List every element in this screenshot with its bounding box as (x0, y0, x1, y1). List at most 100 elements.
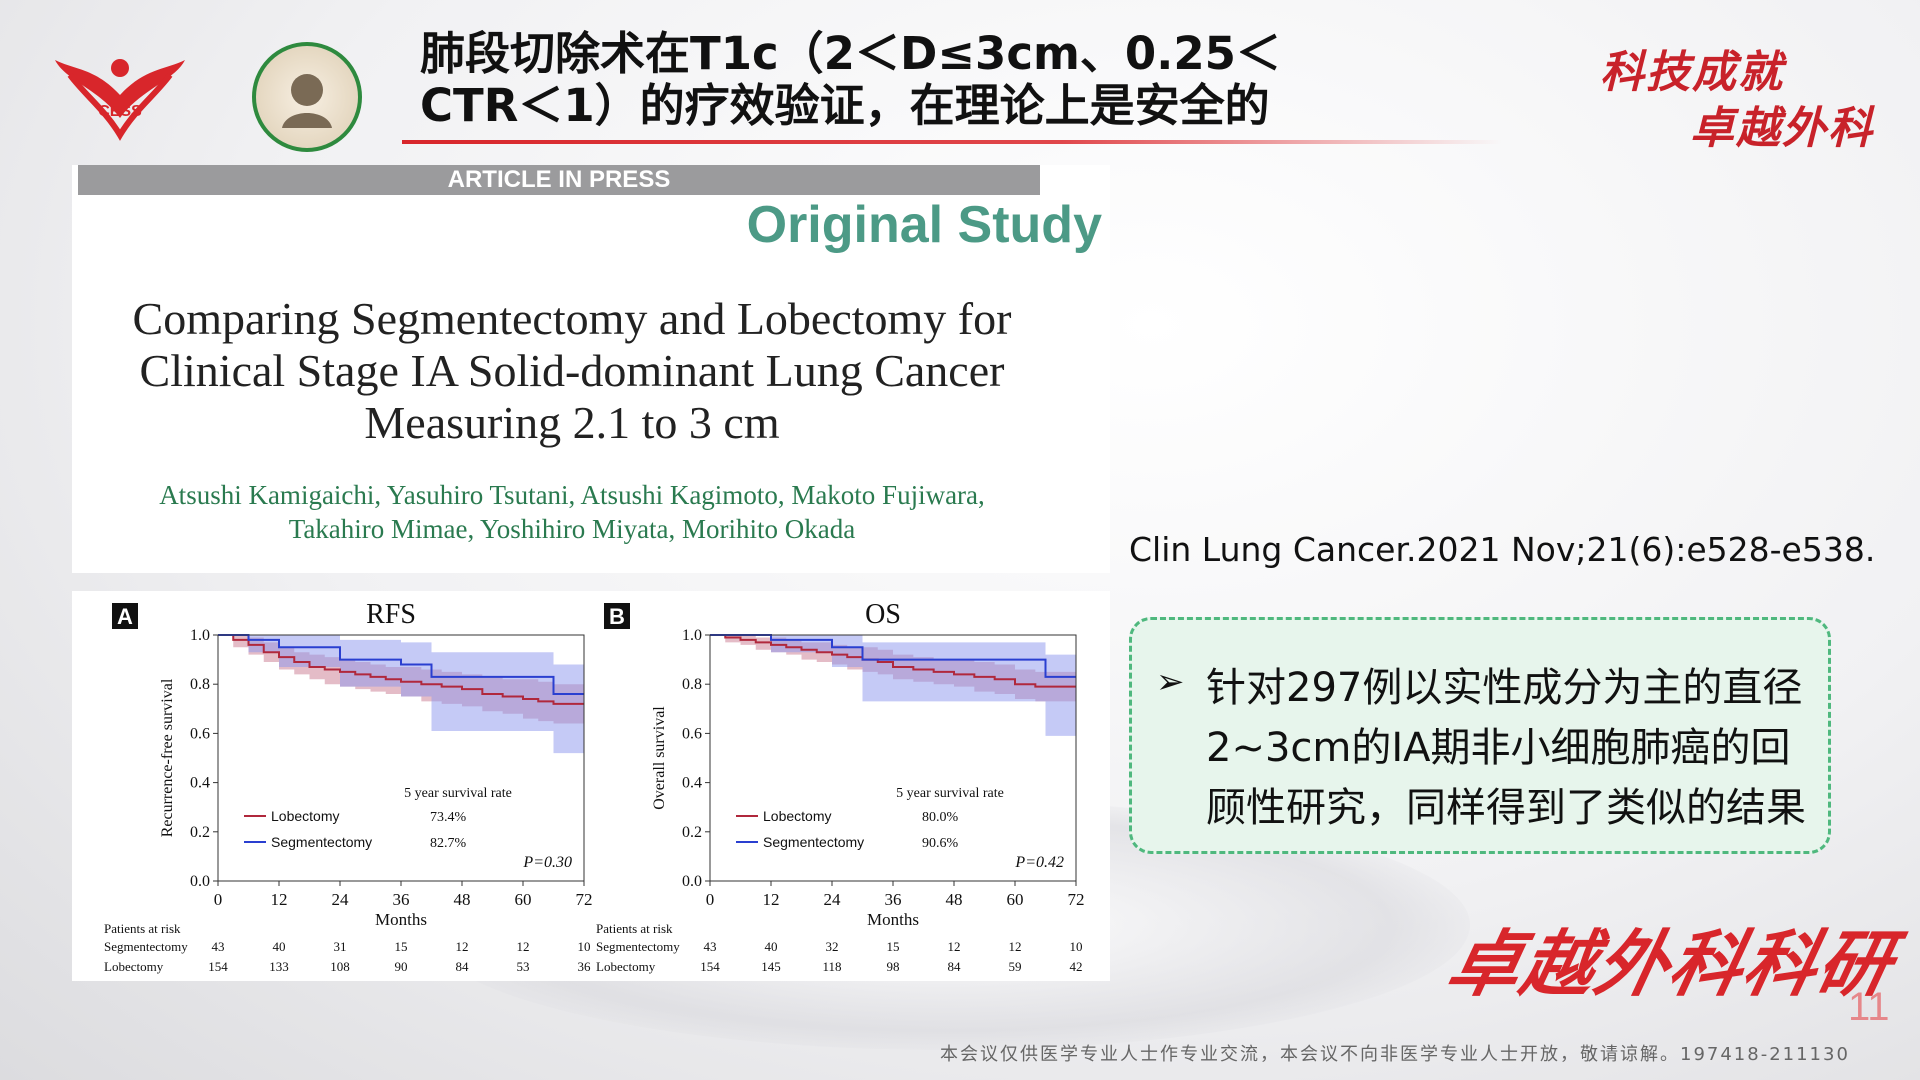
km-line-lobectomy (218, 634, 584, 705)
legend-rate: 90.6% (922, 836, 959, 851)
km-line-segmentectomy (218, 634, 584, 696)
slide-title-line-1: 肺段切除术在T1c（2＜D≤3cm、0.25＜ (420, 27, 1281, 80)
summary-callout: ➢ 针对297例以实性成分为主的直径 2~3cm的IA期非小细胞肺癌的回 顾性研… (1129, 617, 1831, 854)
risk-row-label: Segmentectomy (104, 939, 188, 954)
km-line-segmentectomy (710, 634, 1076, 678)
ci-band-segmentectomy (710, 635, 1076, 736)
risk-cell: 145 (761, 959, 781, 974)
risk-cell: 154 (208, 959, 228, 974)
risk-cell: 31 (334, 939, 347, 954)
article-title-line: Comparing Segmentectomy and Lobectomy fo… (132, 293, 1012, 344)
callout-text: 针对297例以实性成分为主的直径 2~3cm的IA期非小细胞肺癌的回 顾性研究，… (1206, 658, 1806, 838)
x-tick-label: 24 (824, 890, 842, 909)
x-tick-label: 12 (763, 890, 780, 909)
y-axis-label: Overall survival (651, 706, 668, 810)
p-value: P=0.42 (1014, 854, 1064, 871)
x-tick-label: 48 (454, 890, 471, 909)
x-tick-label: 36 (393, 890, 410, 909)
arrow-bullet-icon: ➢ (1156, 663, 1185, 701)
legend-title: 5 year survival rate (404, 786, 512, 801)
risk-cell: 10 (1070, 939, 1083, 954)
slide-title-line-2: CTR＜1）的疗效验证，在理论上是安全的 (420, 79, 1270, 132)
risk-row-label: Segmentectomy (596, 939, 680, 954)
km-figure: A RFS 0.0 0.2 0.4 0.6 0.8 1.0 0 12 24 36 48 60 72 Month… (72, 591, 1110, 981)
callout-line: 针对297例以实性成分为主的直径 (1206, 665, 1803, 711)
legend-label: Segmentectomy (271, 834, 372, 850)
panel-letter-box (112, 603, 138, 629)
original-study-label: Original Study (746, 196, 1102, 254)
article-authors: Atsushi Kamigaichi, Yasuhiro Tsutani, At… (72, 478, 1072, 546)
risk-cell: 43 (704, 939, 717, 954)
y-tick-label: 0.0 (682, 873, 702, 890)
y-tick-label: 0.0 (190, 873, 210, 890)
article-title-line: Measuring 2.1 to 3 cm (364, 397, 780, 448)
slogan: 科技成就 卓越外科 (1600, 36, 1880, 156)
y-axis-label: Recurrence-free survival (159, 678, 176, 837)
legend-rate: 82.7% (430, 836, 467, 851)
article-title: Comparing Segmentectomy and Lobectomy fo… (72, 293, 1072, 449)
article-title-line: Clinical Stage IA Solid-dominant Lung Ca… (139, 345, 1005, 396)
risk-cell: 133 (269, 959, 289, 974)
risk-cell: 10 (578, 939, 591, 954)
foundation-seal-logo (252, 42, 374, 152)
panel-letter-box (604, 603, 630, 629)
x-tick-label: 0 (706, 890, 715, 909)
article-in-press-banner: ARTICLE IN PRESS (78, 165, 1040, 195)
x-tick-label: 60 (515, 890, 532, 909)
panel-letter: B (609, 604, 625, 629)
risk-cell: 90 (395, 959, 408, 974)
legend-label: Segmentectomy (763, 834, 864, 850)
x-axis-label: Months (867, 910, 919, 929)
x-tick-label: 72 (1068, 890, 1085, 909)
slogan-line-1: 科技成就 (1600, 47, 1784, 98)
risk-cell: 154 (700, 959, 720, 974)
y-tick-label: 1.0 (190, 627, 210, 644)
risk-cell: 42 (1070, 959, 1083, 974)
risk-cell: 40 (765, 939, 778, 954)
chart-title: RFS (366, 599, 416, 630)
callout-line: 2~3cm的IA期非小细胞肺癌的回 (1206, 725, 1791, 771)
footer-disclaimer: 本会议仅供医学专业人士作专业交流，本会议不向非医学专业人士开放，敬请谅解。197… (940, 1044, 1850, 1065)
authors-line: Atsushi Kamigaichi, Yasuhiro Tsutani, At… (159, 480, 985, 510)
y-tick-label: 0.8 (190, 676, 210, 693)
p-value: P=0.30 (522, 854, 572, 871)
page-number: 11 (1848, 985, 1890, 1029)
risk-cell: 43 (212, 939, 225, 954)
risk-row-label: Lobectomy (104, 959, 164, 974)
legend-label: Lobectomy (271, 808, 339, 824)
risk-cell: 40 (273, 939, 286, 954)
risk-cell: 53 (517, 959, 530, 974)
article-header-image: ARTICLE IN PRESS Original Study Comparin… (72, 165, 1110, 573)
x-tick-label: 48 (946, 890, 963, 909)
risk-cell: 98 (887, 959, 900, 974)
legend-rate: 73.4% (430, 810, 467, 825)
cess-logo-text: CESS (98, 103, 142, 120)
risk-cell: 32 (826, 939, 839, 954)
risk-cell: 15 (887, 939, 900, 954)
x-tick-label: 60 (1007, 890, 1024, 909)
x-tick-label: 24 (332, 890, 350, 909)
y-tick-label: 0.4 (190, 775, 210, 792)
legend-label: Lobectomy (763, 808, 831, 824)
risk-cell: 84 (948, 959, 962, 974)
title-underline (402, 140, 1502, 144)
authors-line: Takahiro Mimae, Yoshihiro Miyata, Morihi… (288, 514, 856, 544)
risk-cell: 84 (456, 959, 470, 974)
risk-row-label: Lobectomy (596, 959, 656, 974)
y-tick-label: 0.8 (682, 676, 702, 693)
panel-letter: A (117, 604, 133, 629)
y-tick-label: 0.2 (190, 824, 210, 841)
cess-logo: CESS (50, 40, 190, 150)
risk-cell: 12 (948, 939, 961, 954)
risk-cell: 12 (517, 939, 530, 954)
y-tick-label: 0.4 (682, 775, 702, 792)
risk-table-header: Patients at risk (596, 921, 673, 936)
risk-cell: 12 (1009, 939, 1022, 954)
y-tick-label: 0.2 (682, 824, 702, 841)
callout-line: 顾性研究，同样得到了类似的结果 (1206, 785, 1806, 831)
chart-title: OS (865, 599, 901, 630)
risk-cell: 15 (395, 939, 408, 954)
x-tick-label: 0 (214, 890, 223, 909)
y-tick-label: 1.0 (682, 627, 702, 644)
x-tick-label: 36 (885, 890, 902, 909)
